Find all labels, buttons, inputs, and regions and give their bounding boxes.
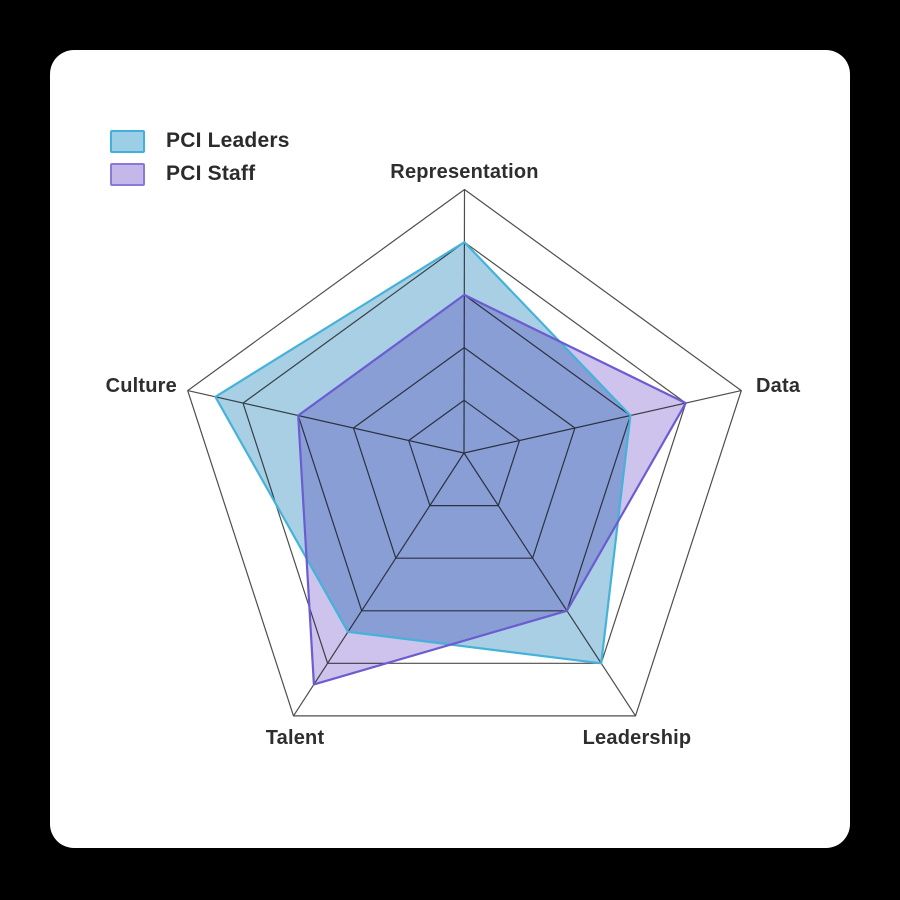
axis-label-talent: Talent [266,727,325,749]
legend-label-pci-staff: PCI Staff [166,162,256,185]
axis-label-culture: Culture [106,375,177,397]
radar-outer-ring [186,188,743,717]
chart-card: Representation Data Leadership Talent Cultur… [50,50,850,848]
pci-staff-swatch-icon [110,162,145,186]
pci-leaders-swatch-icon [110,129,145,153]
legend: PCI Leaders PCI Staff [110,129,290,186]
axis-label-representation: Representation [390,161,538,183]
legend-item-pci-staff: PCI Staff [110,162,290,186]
legend-item-pci-leaders: PCI Leaders [110,129,290,153]
legend-label-pci-leaders: PCI Leaders [166,129,290,152]
axis-label-leadership: Leadership [583,727,692,749]
radar-series-fill-pci-staff [298,294,686,685]
radar-series-outline-pci-leaders [214,241,632,665]
radar-chart: Representation Data Leadership Talent Cultur… [106,161,801,749]
axis-label-data: Data [756,375,801,397]
radar-series-outline-pci-staff [297,293,687,686]
